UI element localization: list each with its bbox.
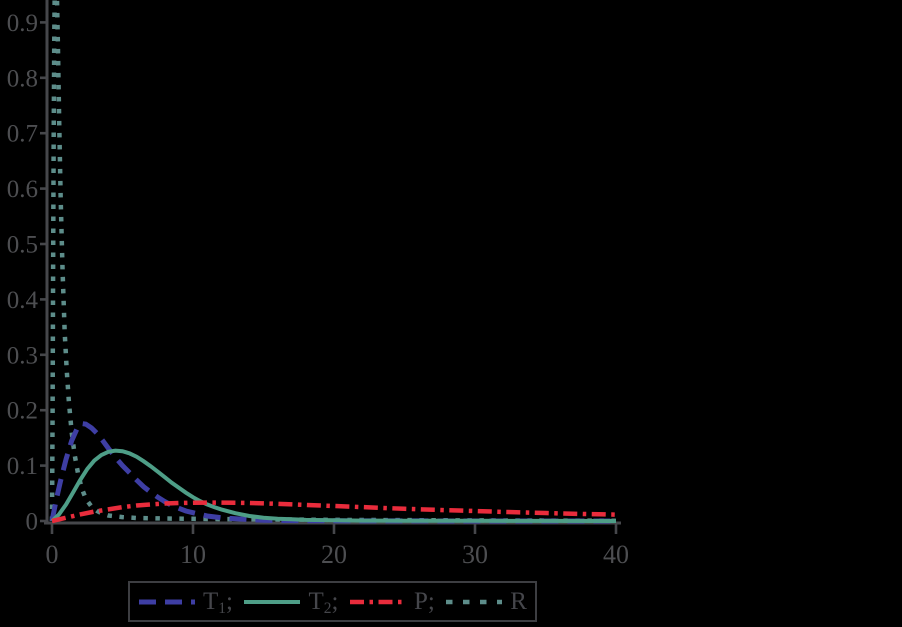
y-tick-label: 0.4	[7, 287, 39, 314]
curve-P	[51, 500, 617, 524]
legend-label-r: R	[510, 588, 527, 615]
legend-item-t2: T2;	[243, 588, 339, 617]
legend-item-p: P;	[349, 589, 435, 614]
y-tick-label: 0	[26, 509, 39, 536]
x-tick-label: 20	[321, 540, 347, 569]
y-tick-label: 0.2	[7, 398, 38, 425]
legend-line-sample-t2	[244, 599, 301, 604]
y-tick-label: 0.8	[7, 65, 38, 92]
legend-item-r: R	[445, 589, 527, 614]
curve-T2	[50, 448, 617, 523]
legend-label-p: P;	[413, 588, 435, 615]
x-tick-label: 30	[462, 540, 488, 569]
x-tick-label: 40	[603, 540, 629, 569]
legend-box: T1; T2; P; R	[128, 581, 537, 622]
y-tick-label: 0.9	[7, 10, 38, 37]
legend-label-t1: T1;	[203, 588, 233, 617]
y-tick-label: 0.6	[7, 176, 38, 203]
y-tick-label: 0.7	[7, 121, 38, 148]
legend-item-t1: T1;	[138, 588, 233, 617]
y-tick-label: 0.1	[7, 453, 38, 480]
x-tick-label: 0	[46, 540, 59, 569]
legend-label-t2: T2;	[308, 588, 339, 617]
legend-line-sample-r	[446, 599, 503, 604]
legend-line-sample-p	[349, 599, 406, 604]
curve-R	[49, 0, 617, 523]
curve-T1	[49, 420, 616, 524]
legend-line-sample-t1	[139, 599, 195, 604]
y-tick-label: 0.3	[7, 342, 38, 369]
x-tick-label: 10	[180, 540, 206, 569]
y-tick-label: 0.5	[7, 232, 38, 259]
